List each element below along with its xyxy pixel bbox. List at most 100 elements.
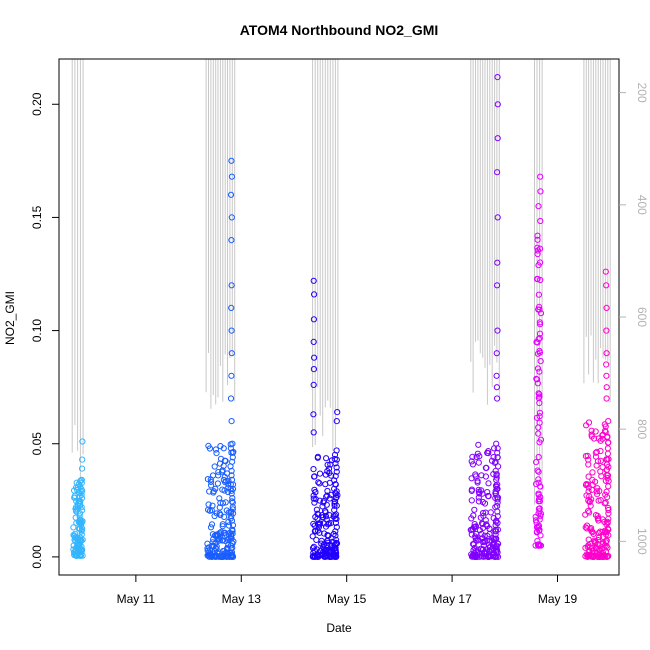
data-point bbox=[475, 459, 482, 466]
data-point bbox=[332, 532, 339, 539]
data-point bbox=[209, 502, 216, 509]
data-point bbox=[206, 445, 213, 452]
data-point bbox=[475, 486, 482, 493]
data-point bbox=[482, 517, 489, 524]
data-point bbox=[479, 546, 486, 553]
data-point bbox=[468, 458, 475, 465]
data-point bbox=[315, 524, 322, 531]
data-point bbox=[229, 544, 236, 551]
data-point bbox=[316, 529, 323, 536]
data-point bbox=[326, 469, 333, 476]
data-point bbox=[331, 455, 338, 463]
data-point-outlier bbox=[311, 291, 318, 298]
data-point bbox=[78, 537, 85, 544]
data-point bbox=[216, 504, 223, 511]
data-point bbox=[594, 485, 601, 492]
data-point bbox=[472, 471, 479, 478]
data-point bbox=[595, 497, 602, 504]
data-point bbox=[229, 526, 236, 533]
data-point bbox=[494, 449, 501, 456]
data-point-outlier bbox=[79, 456, 86, 463]
data-point bbox=[475, 494, 482, 501]
data-point bbox=[332, 490, 339, 497]
data-point bbox=[213, 546, 220, 553]
data-point bbox=[213, 450, 220, 457]
data-point bbox=[475, 498, 482, 505]
data-point bbox=[534, 232, 541, 239]
data-point bbox=[77, 501, 84, 508]
data-point bbox=[592, 449, 599, 456]
data-point-outlier bbox=[333, 418, 340, 425]
data-point bbox=[229, 440, 236, 447]
data-point bbox=[333, 447, 340, 454]
data-point-outlier bbox=[603, 282, 610, 289]
data-point bbox=[333, 464, 340, 471]
data-point bbox=[537, 188, 544, 195]
data-point bbox=[605, 418, 612, 425]
data-point bbox=[492, 535, 499, 542]
data-point bbox=[212, 552, 219, 560]
data-point bbox=[591, 537, 598, 544]
data-point bbox=[332, 473, 339, 480]
data-point-outlier bbox=[494, 169, 501, 176]
data-point bbox=[597, 468, 604, 475]
data-point-outlier bbox=[603, 350, 610, 357]
data-point bbox=[222, 479, 229, 486]
series-flight-1 bbox=[70, 438, 86, 559]
data-point bbox=[209, 472, 217, 479]
data-point bbox=[594, 515, 601, 522]
x-tick-label: May 11 bbox=[117, 592, 156, 606]
data-point bbox=[324, 492, 331, 499]
y-tick-label: 0.10 bbox=[30, 319, 44, 343]
data-point bbox=[583, 522, 591, 529]
data-point bbox=[484, 533, 491, 540]
data-point bbox=[310, 520, 317, 528]
data-point bbox=[535, 479, 542, 486]
data-point-outlier bbox=[310, 366, 317, 373]
data-point bbox=[318, 540, 325, 547]
data-point bbox=[78, 492, 85, 499]
data-point bbox=[494, 513, 501, 520]
data-point bbox=[537, 483, 544, 490]
data-point-outlier bbox=[494, 74, 501, 81]
data-point bbox=[468, 531, 475, 538]
data-point bbox=[536, 368, 543, 375]
data-point bbox=[468, 497, 475, 504]
data-point bbox=[78, 528, 85, 535]
data-point bbox=[602, 423, 609, 430]
data-point-outlier bbox=[494, 259, 501, 266]
data-point bbox=[324, 553, 331, 560]
data-point bbox=[587, 502, 594, 509]
data-point bbox=[209, 542, 216, 549]
data-point bbox=[487, 509, 494, 516]
data-point bbox=[76, 513, 83, 520]
data-point bbox=[590, 553, 597, 560]
data-point bbox=[583, 422, 590, 429]
data-point bbox=[604, 461, 611, 468]
data-point bbox=[469, 453, 476, 460]
data-point bbox=[70, 542, 77, 549]
data-point bbox=[472, 537, 479, 544]
data-point-outlier bbox=[227, 395, 235, 402]
data-point bbox=[204, 545, 211, 552]
data-point bbox=[535, 430, 542, 437]
data-point bbox=[228, 513, 235, 520]
data-point bbox=[603, 488, 610, 495]
data-point bbox=[229, 454, 236, 461]
data-point bbox=[492, 522, 499, 529]
data-point bbox=[482, 473, 489, 480]
data-point bbox=[73, 508, 80, 515]
right-tick-label: 1000 bbox=[635, 528, 649, 555]
data-point bbox=[469, 461, 476, 468]
data-point bbox=[211, 512, 218, 520]
series-flight-5 bbox=[532, 173, 545, 549]
data-point bbox=[227, 509, 234, 516]
data-point bbox=[78, 531, 85, 538]
data-point bbox=[594, 545, 601, 552]
data-point bbox=[593, 448, 600, 455]
data-point bbox=[228, 498, 235, 505]
right-tick-label: 600 bbox=[635, 307, 649, 327]
data-point bbox=[602, 477, 610, 484]
data-point bbox=[310, 495, 317, 502]
data-point bbox=[211, 463, 218, 470]
